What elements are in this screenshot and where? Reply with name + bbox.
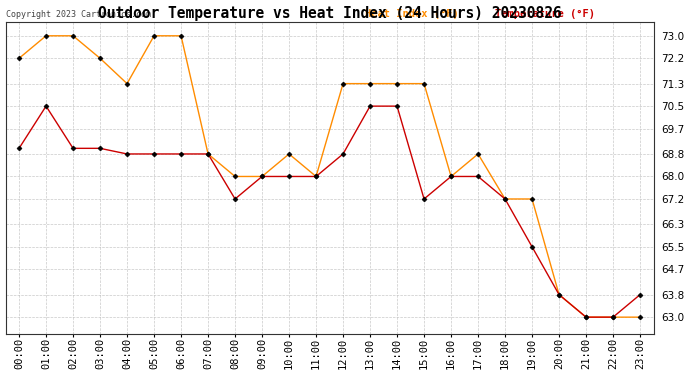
Text: Copyright 2023 Cartronics.com: Copyright 2023 Cartronics.com [6,10,150,19]
Title: Outdoor Temperature vs Heat Index (24 Hours) 20230826: Outdoor Temperature vs Heat Index (24 Ho… [98,6,562,21]
Text: Temperature (°F): Temperature (°F) [495,9,595,19]
Text: Heat Index (°F): Heat Index (°F) [365,9,459,19]
